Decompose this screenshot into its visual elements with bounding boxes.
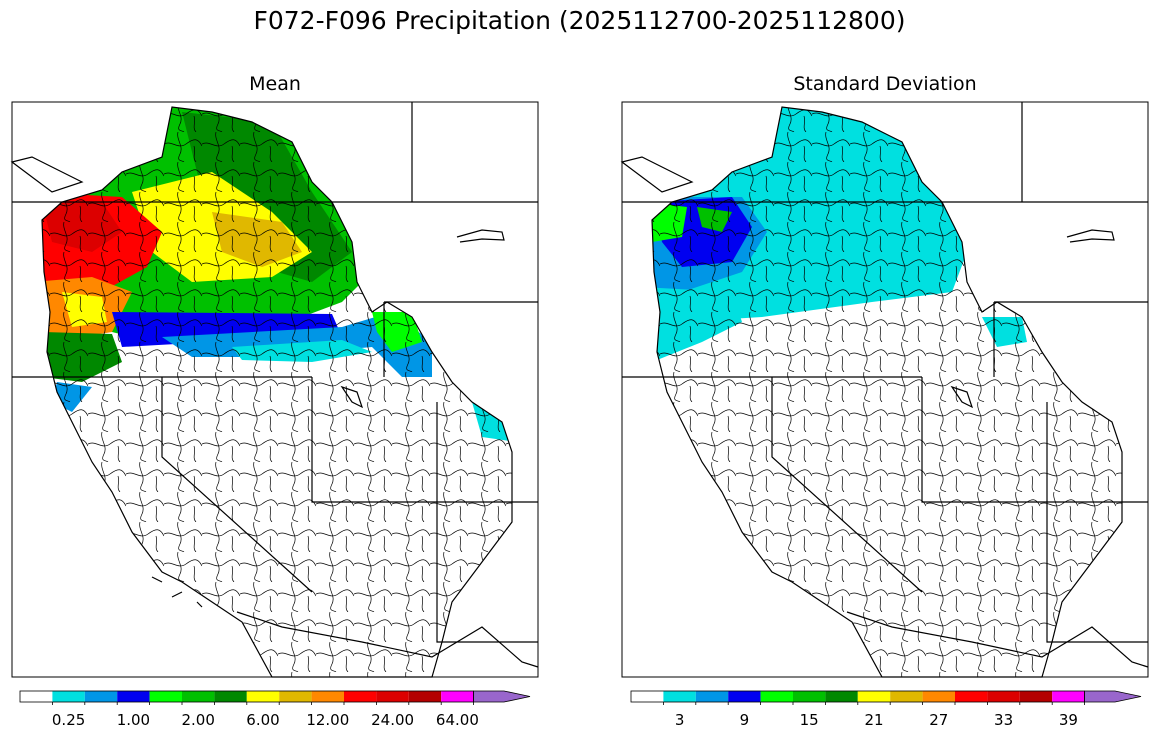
std-colorbar-tick-label: 3 (675, 711, 685, 729)
std-colorbar-bin (987, 691, 1020, 702)
mean-colorbar-tick-label: 12.00 (306, 711, 349, 729)
mean-colorbar-tick-label: 24.00 (371, 711, 414, 729)
std-colorbar-bin (890, 691, 923, 702)
std-colorbar-tick-label: 33 (994, 711, 1013, 729)
std-colorbar-tick-label: 9 (740, 711, 750, 729)
std-map (620, 101, 1149, 678)
mean-colorbar-bin (182, 691, 215, 702)
std-colorbar-tick-label: 39 (1059, 711, 1078, 729)
mean-colorbar-bin (344, 691, 377, 702)
mean-colorbar-tick-label: 0.25 (52, 711, 85, 729)
mean-map (10, 101, 539, 678)
std-colorbar-tick-label: 15 (800, 711, 819, 729)
mean-colorbar: 0.25 1.00 2.00 6.00 12.00 24.00 64.00 (19, 690, 531, 729)
std-colorbar-bin (1052, 691, 1085, 702)
mean-colorbar-bin (20, 691, 53, 702)
std-colorbar-bin (922, 691, 955, 702)
mean-colorbar-bin (441, 691, 474, 702)
mean-colorbar-bin (311, 691, 344, 702)
std-colorbar-bin (695, 691, 729, 702)
mean-colorbar-tick-label: 2.00 (181, 711, 214, 729)
std-colorbar-bin (760, 691, 793, 702)
std-colorbar-extend-arrow (1084, 690, 1142, 703)
mean-colorbar-tick-label: 1.00 (117, 711, 150, 729)
std-colorbar-bin (857, 691, 891, 702)
mean-colorbar-tick-label: 6.00 (246, 711, 279, 729)
mean-colorbar-bin (149, 691, 182, 702)
std-colorbar-bin (663, 691, 696, 702)
std-colorbar-bin (955, 691, 988, 702)
std-colorbar-tick-label: 27 (929, 711, 948, 729)
mean-colorbar-bin (246, 691, 280, 702)
std-colorbar: 3 9 15 21 27 33 39 (630, 690, 1142, 729)
mean-colorbar-extend-arrow (473, 690, 531, 703)
mean-colorbar-bin (117, 691, 150, 702)
figure-title: F072-F096 Precipitation (2025112700-2025… (253, 6, 906, 35)
mean-colorbar-tick-label: 64.00 (436, 711, 479, 729)
std-colorbar-bin (793, 691, 826, 702)
mean-colorbar-bin (408, 691, 442, 702)
mean-colorbar-bin (52, 691, 85, 702)
mean-colorbar-bin (279, 691, 312, 702)
std-panel-title: Standard Deviation (793, 73, 977, 95)
std-colorbar-bin (825, 691, 858, 702)
mean-panel-title: Mean (249, 73, 301, 95)
mean-colorbar-bin (214, 691, 247, 702)
mean-colorbar-bin (84, 691, 118, 702)
std-colorbar-bin (631, 691, 664, 702)
std-colorbar-bin (1019, 691, 1053, 702)
std-colorbar-tick-label: 21 (864, 711, 883, 729)
mean-colorbar-bin (376, 691, 409, 702)
std-colorbar-bin (728, 691, 761, 702)
